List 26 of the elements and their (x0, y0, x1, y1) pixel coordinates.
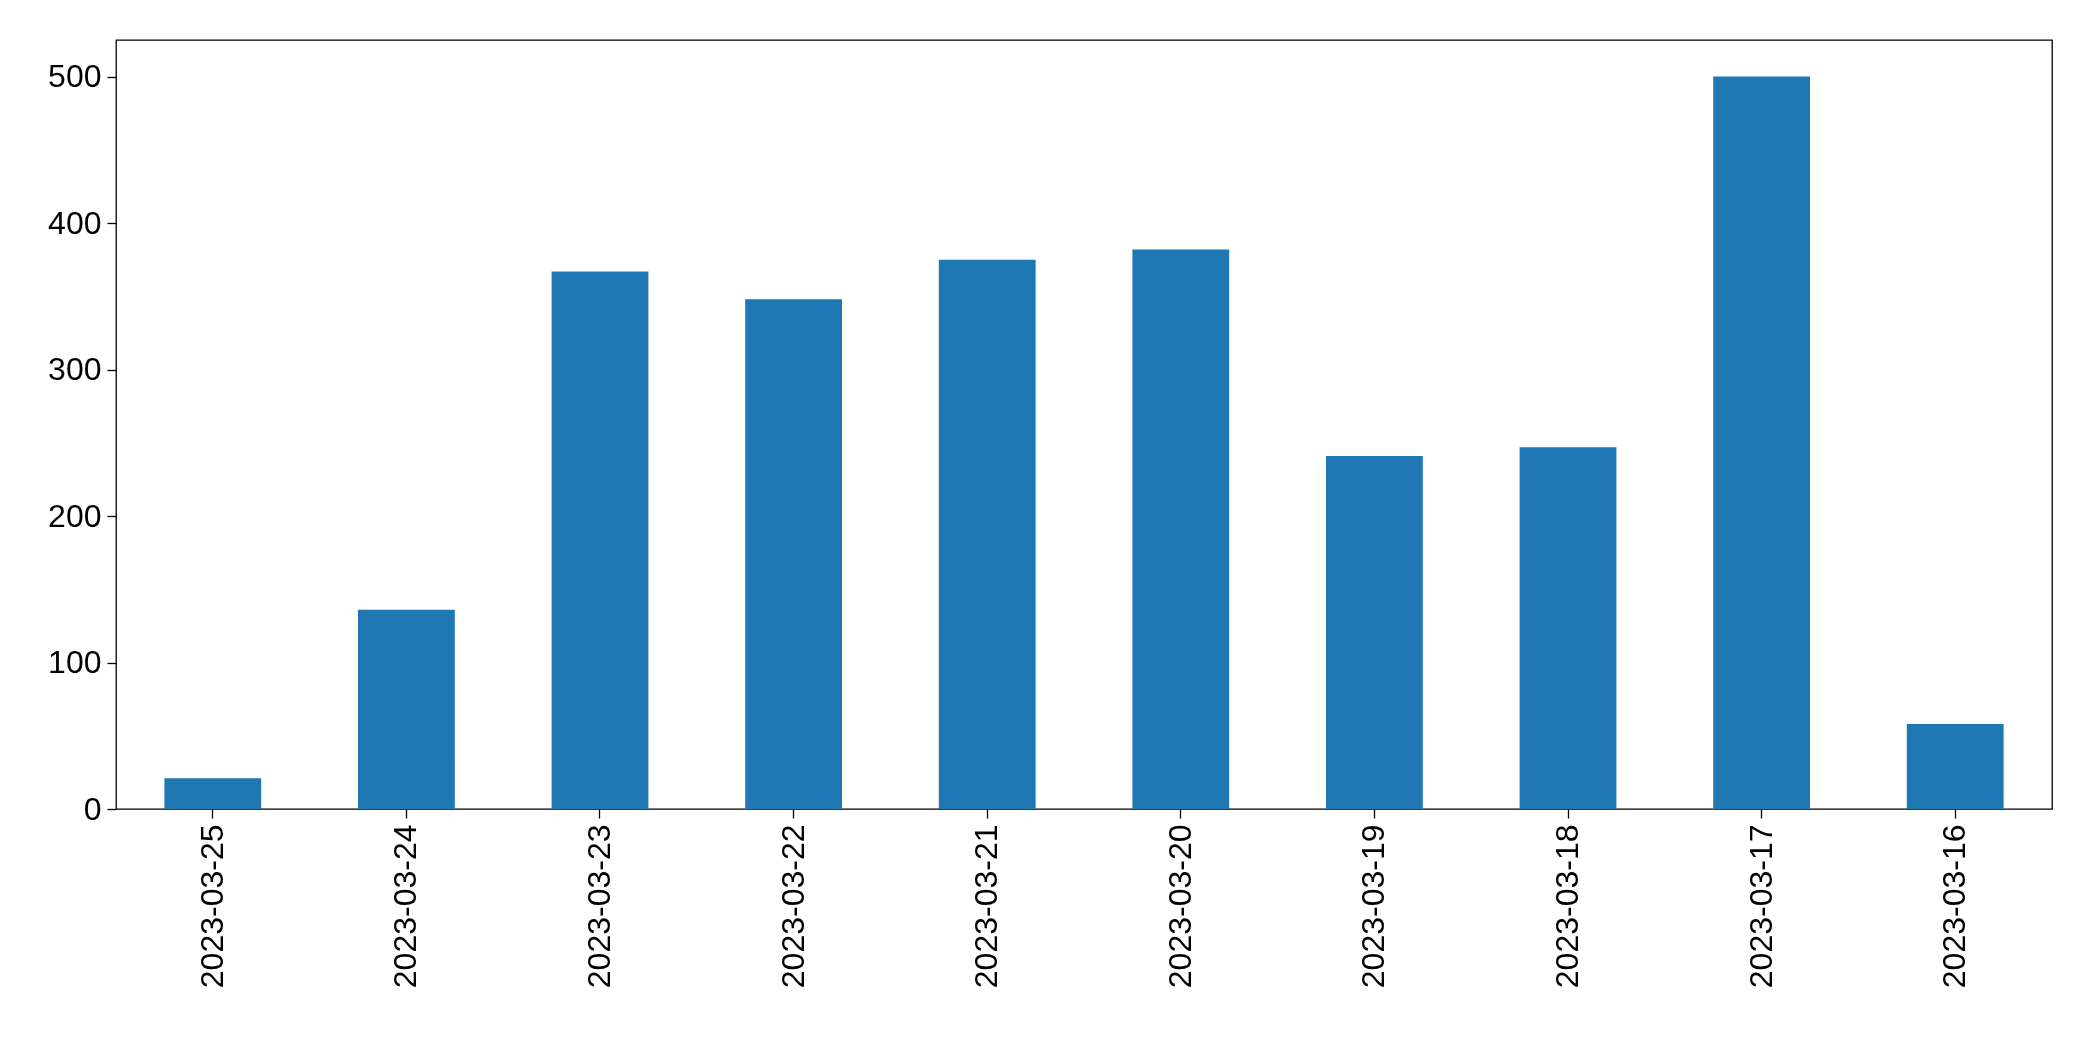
x-tick-label: 2023-03-17 (1742, 824, 1779, 989)
bar (745, 299, 842, 809)
x-tick-label: 2023-03-19 (1355, 824, 1392, 989)
y-tick-label: 300 (48, 351, 102, 388)
y-tick-label: 100 (48, 644, 102, 681)
bar (358, 609, 455, 809)
bar (1519, 447, 1617, 809)
bar (1713, 76, 1810, 809)
y-tick-label: 0 (83, 790, 102, 827)
bar (1906, 724, 2004, 809)
x-tick-label: 2023-03-23 (581, 824, 617, 989)
x-tick-label: 2023-03-22 (774, 824, 811, 989)
x-tick-label: 2023-03-16 (1936, 824, 1973, 989)
x-tick-label: 2023-03-18 (1549, 824, 1585, 989)
bar (1132, 249, 1230, 809)
x-tick-label: 2023-03-24 (387, 824, 424, 989)
bar (164, 778, 262, 809)
x-tick-label: 2023-03-25 (193, 824, 230, 989)
bar (938, 259, 1036, 809)
bar (551, 271, 649, 809)
y-tick-label: 200 (48, 497, 102, 534)
y-tick-label: 400 (48, 204, 102, 241)
y-tick-label: 500 (48, 58, 102, 95)
x-tick-label: 2023-03-21 (968, 824, 1005, 989)
bar (1326, 455, 1423, 809)
x-tick-label: 2023-03-20 (1161, 824, 1198, 989)
